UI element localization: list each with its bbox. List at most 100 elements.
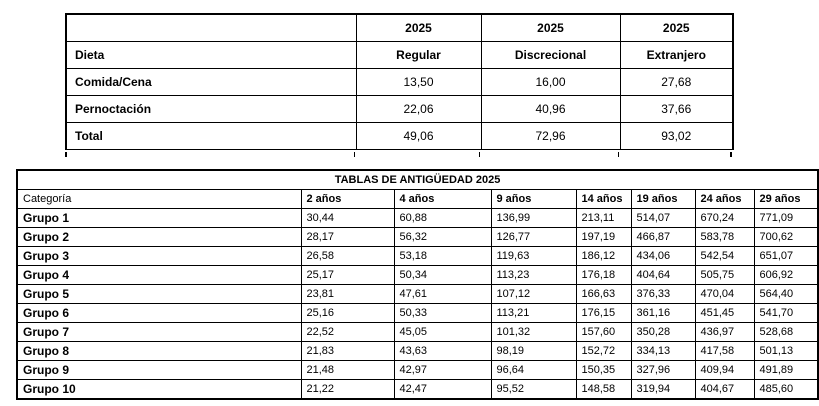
value-cell: 21,22 (300, 379, 395, 400)
row-label: Grupo 8 (16, 341, 302, 361)
value-cell: 43,63 (393, 341, 492, 361)
value-cell: 434,06 (630, 246, 696, 266)
antiguedad-table: TABLAS DE ANTIGÜEDAD 2025 Categoría 2 añ… (16, 169, 819, 400)
value-cell: 327,96 (630, 360, 696, 380)
column-header: 4 años (393, 189, 492, 209)
column-header: Regular (355, 41, 482, 69)
table-title: TABLAS DE ANTIGÜEDAD 2025 (16, 169, 819, 190)
value-cell: 113,21 (490, 303, 577, 323)
value-cell: 700,62 (753, 227, 819, 247)
value-cell: 451,45 (694, 303, 755, 323)
value-cell: 26,58 (300, 246, 395, 266)
year-header: 2025 (480, 13, 621, 42)
value-cell: 113,23 (490, 265, 577, 285)
row-label: Grupo 6 (16, 303, 302, 323)
table-header-row: Categoría 2 años 4 años 9 años 14 años 1… (16, 189, 819, 209)
value-cell: 404,67 (694, 379, 755, 400)
value-cell: 72,96 (480, 122, 621, 150)
table-row: Dieta Regular Discrecional Extranjero (65, 41, 734, 69)
value-cell: 53,18 (393, 246, 492, 266)
value-cell: 491,89 (753, 360, 819, 380)
value-cell: 42,47 (393, 379, 492, 400)
value-cell: 16,00 (480, 68, 621, 96)
value-cell: 541,70 (753, 303, 819, 323)
value-cell: 528,68 (753, 322, 819, 342)
value-cell: 583,78 (694, 227, 755, 247)
column-header: 9 años (490, 189, 577, 209)
table-row: Comida/Cena 13,50 16,00 27,68 (65, 68, 734, 96)
row-label: Grupo 10 (16, 379, 302, 400)
value-cell: 376,33 (630, 284, 696, 304)
value-cell: 49,06 (355, 122, 482, 150)
table-row: Grupo 10 21,22 42,47 95,52 148,58 319,94… (16, 379, 819, 400)
column-header: Discrecional (480, 41, 621, 69)
table-row: Pernoctación 22,06 40,96 37,66 (65, 95, 734, 123)
value-cell: 107,12 (490, 284, 577, 304)
row-label: Grupo 7 (16, 322, 302, 342)
value-cell: 148,58 (575, 379, 632, 400)
value-cell: 23,81 (300, 284, 395, 304)
table-row: 2025 2025 2025 (65, 13, 734, 42)
column-header: 24 años (694, 189, 755, 209)
row-label: Pernoctación (65, 95, 357, 123)
row-label: Grupo 2 (16, 227, 302, 247)
value-cell: 404,64 (630, 265, 696, 285)
value-cell: 50,33 (393, 303, 492, 323)
column-header: 29 años (753, 189, 819, 209)
value-cell: 95,52 (490, 379, 577, 400)
value-cell: 47,61 (393, 284, 492, 304)
value-cell: 417,58 (694, 341, 755, 361)
value-cell: 176,18 (575, 265, 632, 285)
table-row: Grupo 7 22,52 45,05 101,32 157,60 350,28… (16, 322, 819, 342)
table-row: TABLAS DE ANTIGÜEDAD 2025 (16, 169, 819, 190)
value-cell: 186,12 (575, 246, 632, 266)
table-row: Grupo 3 26,58 53,18 119,63 186,12 434,06… (16, 246, 819, 266)
value-cell: 22,52 (300, 322, 395, 342)
column-header: 2 años (300, 189, 395, 209)
value-cell: 542,54 (694, 246, 755, 266)
value-cell: 50,34 (393, 265, 492, 285)
value-cell: 119,63 (490, 246, 577, 266)
row-label: Grupo 3 (16, 246, 302, 266)
value-cell: 30,44 (300, 208, 395, 228)
dieta-table: 2025 2025 2025 Dieta Regular Discreciona… (65, 13, 734, 150)
row-label: Grupo 1 (16, 208, 302, 228)
column-header: 14 años (575, 189, 632, 209)
year-header: 2025 (619, 13, 734, 42)
column-header: Extranjero (619, 41, 734, 69)
value-cell: 176,15 (575, 303, 632, 323)
value-cell: 56,32 (393, 227, 492, 247)
value-cell: 213,11 (575, 208, 632, 228)
table-row: Total 49,06 72,96 93,02 (65, 122, 734, 150)
value-cell: 166,63 (575, 284, 632, 304)
value-cell: 60,88 (393, 208, 492, 228)
value-cell: 670,24 (694, 208, 755, 228)
table-row: Grupo 1 30,44 60,88 136,99 213,11 514,07… (16, 208, 819, 228)
row-label: Grupo 4 (16, 265, 302, 285)
cropped-row-stubs (65, 152, 732, 157)
value-cell: 485,60 (753, 379, 819, 400)
value-cell: 21,83 (300, 341, 395, 361)
value-cell: 361,16 (630, 303, 696, 323)
value-cell: 126,77 (490, 227, 577, 247)
column-header: Categoría (16, 189, 302, 209)
value-cell: 505,75 (694, 265, 755, 285)
value-cell: 409,94 (694, 360, 755, 380)
row-label: Grupo 5 (16, 284, 302, 304)
value-cell: 771,09 (753, 208, 819, 228)
value-cell: 45,05 (393, 322, 492, 342)
value-cell: 651,07 (753, 246, 819, 266)
value-cell: 150,35 (575, 360, 632, 380)
table-row: Grupo 8 21,83 43,63 98,19 152,72 334,13 … (16, 341, 819, 361)
value-cell: 21,48 (300, 360, 395, 380)
value-cell: 466,87 (630, 227, 696, 247)
column-header: 19 años (630, 189, 696, 209)
value-cell: 197,19 (575, 227, 632, 247)
value-cell: 96,64 (490, 360, 577, 380)
row-label: Dieta (65, 41, 357, 69)
value-cell: 470,04 (694, 284, 755, 304)
table-row: Grupo 9 21,48 42,97 96,64 150,35 327,96 … (16, 360, 819, 380)
value-cell: 25,16 (300, 303, 395, 323)
table-row: Grupo 6 25,16 50,33 113,21 176,15 361,16… (16, 303, 819, 323)
